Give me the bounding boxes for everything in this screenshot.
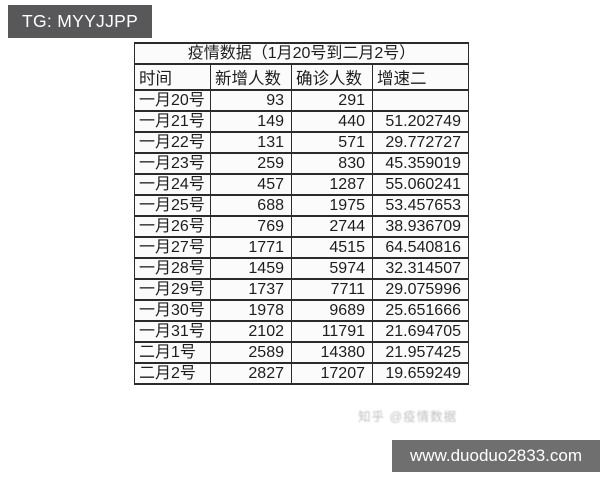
value-cell: 17207 xyxy=(291,362,373,385)
table-row: 一月20号 93 291 xyxy=(134,89,469,112)
value-cell: 29.772727 xyxy=(372,131,469,154)
table-row: 一月28号 1459 5974 32.314507 xyxy=(134,257,469,280)
value-cell xyxy=(372,89,469,112)
value-cell: 1975 xyxy=(291,194,373,217)
date-cell: 二月2号 xyxy=(134,362,211,385)
epidemic-table-container: 疫情数据（1月20号到二月2号） 时间 新增人数 确诊人数 增速二 一月20号 93 29… xyxy=(134,42,469,385)
value-cell: 29.075996 xyxy=(372,278,469,301)
value-cell: 1771 xyxy=(210,236,292,259)
value-cell: 21.694705 xyxy=(372,320,469,343)
date-cell: 二月1号 xyxy=(134,341,211,364)
column-header: 确诊人数 xyxy=(291,63,373,91)
value-cell: 830 xyxy=(291,152,373,175)
value-cell: 769 xyxy=(210,215,292,238)
value-cell: 51.202749 xyxy=(372,110,469,133)
value-cell: 7711 xyxy=(291,278,373,301)
value-cell: 440 xyxy=(291,110,373,133)
column-header: 新增人数 xyxy=(210,63,292,91)
table-row: 二月1号 2589 14380 21.957425 xyxy=(134,341,469,364)
date-cell: 一月28号 xyxy=(134,257,211,280)
value-cell: 5974 xyxy=(291,257,373,280)
date-cell: 一月30号 xyxy=(134,299,211,322)
table-row: 一月25号 688 1975 53.457653 xyxy=(134,194,469,217)
table-row: 一月30号 1978 9689 25.651666 xyxy=(134,299,469,322)
value-cell: 2589 xyxy=(210,341,292,364)
value-cell: 571 xyxy=(291,131,373,154)
value-cell: 1459 xyxy=(210,257,292,280)
column-header: 时间 xyxy=(134,63,211,91)
value-cell: 19.659249 xyxy=(372,362,469,385)
value-cell: 21.957425 xyxy=(372,341,469,364)
date-cell: 一月26号 xyxy=(134,215,211,238)
date-cell: 一月25号 xyxy=(134,194,211,217)
site-url-label: www.duoduo2833.com xyxy=(409,446,582,465)
value-cell: 45.359019 xyxy=(372,152,469,175)
date-cell: 一月27号 xyxy=(134,236,211,259)
value-cell: 53.457653 xyxy=(372,194,469,217)
value-cell: 688 xyxy=(210,194,292,217)
value-cell: 457 xyxy=(210,173,292,196)
tg-channel-badge: TG: MYYJJPP xyxy=(8,5,153,38)
table-row: 一月31号 2102 11791 21.694705 xyxy=(134,320,469,343)
date-cell: 一月22号 xyxy=(134,131,211,154)
value-cell: 1287 xyxy=(291,173,373,196)
table-row: 一月21号 149 440 51.202749 xyxy=(134,110,469,133)
value-cell: 2744 xyxy=(291,215,373,238)
tg-channel-label: TG: MYYJJPP xyxy=(22,11,139,31)
site-url-bar: www.duoduo2833.com xyxy=(392,440,600,472)
table-row: 一月22号 131 571 29.772727 xyxy=(134,131,469,154)
value-cell: 64.540816 xyxy=(372,236,469,259)
value-cell: 1737 xyxy=(210,278,292,301)
table-row: 一月23号 259 830 45.359019 xyxy=(134,152,469,175)
column-header: 增速二 xyxy=(372,63,469,91)
table-body: 一月20号 93 291 一月21号 149 440 51.202749 一月22号 131 57… xyxy=(134,89,469,385)
date-cell: 一月20号 xyxy=(134,89,211,112)
date-cell: 一月31号 xyxy=(134,320,211,343)
table-row: 一月29号 1737 7711 29.075996 xyxy=(134,278,469,301)
date-cell: 一月29号 xyxy=(134,278,211,301)
table-header-row: 时间 新增人数 确诊人数 增速二 xyxy=(134,63,469,91)
value-cell: 9689 xyxy=(291,299,373,322)
zhihu-watermark: 知乎 @疫情数据 xyxy=(358,410,458,424)
value-cell: 38.936709 xyxy=(372,215,469,238)
table-row: 一月26号 769 2744 38.936709 xyxy=(134,215,469,238)
data-table: 疫情数据（1月20号到二月2号） 时间 新增人数 确诊人数 增速二 一月20号 93 29… xyxy=(134,42,469,385)
value-cell: 4515 xyxy=(291,236,373,259)
table-row: 一月24号 457 1287 55.060241 xyxy=(134,173,469,196)
value-cell: 2827 xyxy=(210,362,292,385)
value-cell: 259 xyxy=(210,152,292,175)
value-cell: 2102 xyxy=(210,320,292,343)
value-cell: 149 xyxy=(210,110,292,133)
value-cell: 14380 xyxy=(291,341,373,364)
date-cell: 一月23号 xyxy=(134,152,211,175)
value-cell: 93 xyxy=(210,89,292,112)
table-row: 一月27号 1771 4515 64.540816 xyxy=(134,236,469,259)
value-cell: 131 xyxy=(210,131,292,154)
value-cell: 55.060241 xyxy=(372,173,469,196)
value-cell: 32.314507 xyxy=(372,257,469,280)
value-cell: 291 xyxy=(291,89,373,112)
date-cell: 一月24号 xyxy=(134,173,211,196)
value-cell: 1978 xyxy=(210,299,292,322)
value-cell: 11791 xyxy=(291,320,373,343)
table-row: 二月2号 2827 17207 19.659249 xyxy=(134,362,469,385)
table-title-row: 疫情数据（1月20号到二月2号） xyxy=(134,42,469,65)
table-title: 疫情数据（1月20号到二月2号） xyxy=(134,42,469,65)
value-cell: 25.651666 xyxy=(372,299,469,322)
date-cell: 一月21号 xyxy=(134,110,211,133)
